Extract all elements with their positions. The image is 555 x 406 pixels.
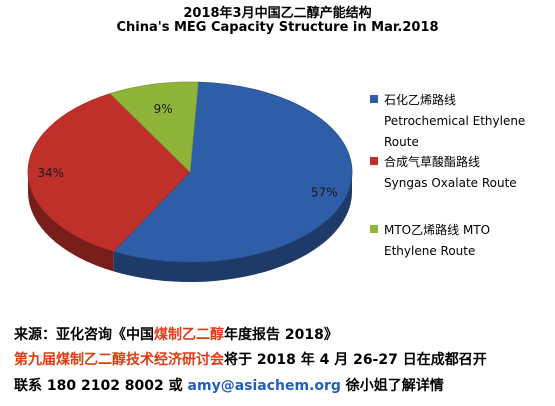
pie-data-label-0: 57% xyxy=(311,186,338,200)
pie-slice-side-1 xyxy=(28,172,114,272)
pie-chart: 57% 34% 9% xyxy=(27,81,353,282)
conference-details: 将于 2018 年 4 月 26-27 日在成都召开 xyxy=(224,352,487,368)
source-text-a: 来源：亚化咨询《中国 xyxy=(14,327,154,343)
pie-slice-2 xyxy=(109,81,199,173)
legend-swatch-syngas xyxy=(370,157,378,165)
contact-email-link[interactable]: amy@asiachem.org xyxy=(187,378,341,394)
conference-line: 第九届煤制乙二醇技术经济研讨会将于 2018 年 4 月 26-27 日在成都召… xyxy=(14,349,487,369)
contact-line: 联系 180 2102 8002 或 amy@asiachem.org 徐小姐了… xyxy=(14,375,444,395)
legend-label-petrochemical-cn: 石化乙烯路线 xyxy=(384,93,457,107)
source-line: 来源：亚化咨询《中国煤制乙二醇年度报告 2018》 xyxy=(14,324,338,344)
pie-slice-side-0 xyxy=(113,172,352,282)
legend-label-syngas-en: Syngas Oxalate Route xyxy=(384,176,517,190)
legend-label-mto-1: MTO乙烯路线 MTO xyxy=(384,223,491,237)
legend-label-petrochemical-en-1: Petrochemical Ethylene xyxy=(384,114,526,128)
legend-swatch-mto xyxy=(370,225,378,233)
chart-title-chinese: 2018年3月中国乙二醇产能结构 xyxy=(183,6,372,21)
chart-title-english: China's MEG Capacity Structure in Mar.20… xyxy=(116,20,439,35)
legend-label-syngas-cn: 合成气草酸酯路线 xyxy=(384,155,481,169)
pie-data-label-1: 34% xyxy=(37,166,64,180)
legend-label-petrochemical-en-2: Route xyxy=(384,135,419,149)
pie-data-label-2: 9% xyxy=(154,102,173,116)
source-text-highlight: 煤制乙二醇 xyxy=(154,327,224,343)
pie-slice-0 xyxy=(112,81,353,263)
source-text-c: 年度报告 2018》 xyxy=(224,327,338,343)
conference-name: 第九届煤制乙二醇技术经济研讨会 xyxy=(14,352,224,368)
contact-phone: 联系 180 2102 8002 或 xyxy=(14,378,188,394)
legend-label-mto-2: Ethylene Route xyxy=(384,244,476,258)
legend-swatch-petrochemical xyxy=(370,95,378,103)
contact-person: 徐小姐了解详情 xyxy=(340,378,444,394)
pie-slice-1 xyxy=(27,93,191,252)
